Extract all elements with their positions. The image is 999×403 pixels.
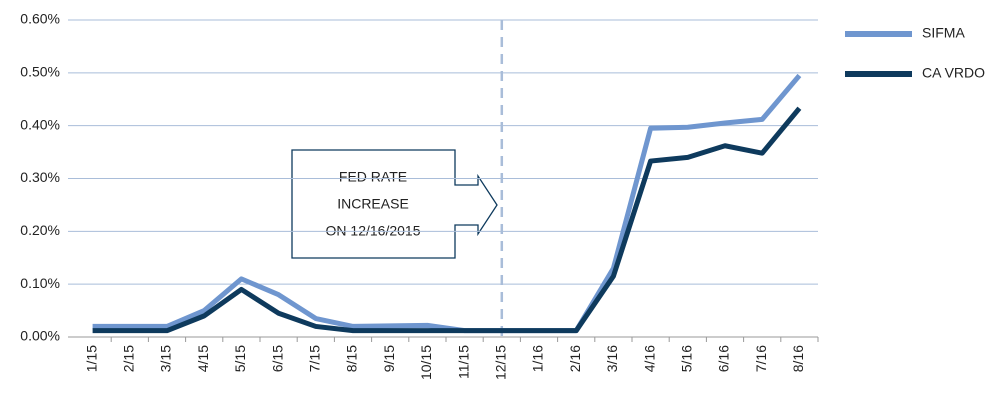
legend-label: SIFMA <box>922 25 965 41</box>
x-tick-label: 10/15 <box>418 345 434 380</box>
x-tick-label: 3/16 <box>604 345 620 372</box>
x-tick-label: 6/15 <box>269 345 285 372</box>
x-tick-label: 4/15 <box>195 345 211 372</box>
annotation-text: FED RATE <box>339 169 407 185</box>
x-tick-label: 7/16 <box>753 345 769 372</box>
y-tick-label: 0.10% <box>20 275 60 291</box>
x-tick-label: 12/15 <box>493 345 509 380</box>
annotation-text: INCREASE <box>337 196 409 212</box>
x-tick-label: 2/15 <box>121 345 137 372</box>
x-tick-label: 2/16 <box>567 345 583 372</box>
y-tick-label: 0.30% <box>20 169 60 185</box>
y-tick-label: 0.50% <box>20 64 60 80</box>
legend-label: CA VRDO <box>922 65 985 81</box>
x-tick-label: 6/16 <box>716 345 732 372</box>
y-tick-label: 0.60% <box>20 11 60 27</box>
series-line <box>92 106 802 334</box>
series-line <box>92 73 802 334</box>
x-tick-label: 11/15 <box>455 345 471 379</box>
x-tick-label: 5/15 <box>232 345 248 372</box>
y-tick-label: 0.40% <box>20 116 60 132</box>
x-tick-label: 4/16 <box>641 345 657 372</box>
x-tick-label: 1/15 <box>83 345 99 372</box>
x-tick-label: 8/16 <box>790 345 806 372</box>
x-tick-label: 9/15 <box>381 345 397 372</box>
x-tick-label: 3/15 <box>158 345 174 372</box>
x-tick-label: 7/15 <box>307 345 323 372</box>
x-tick-label: 8/15 <box>344 345 360 372</box>
y-tick-label: 0.00% <box>20 328 60 344</box>
y-tick-label: 0.20% <box>20 222 60 238</box>
x-tick-label: 1/16 <box>530 345 546 372</box>
x-tick-label: 5/16 <box>679 345 695 372</box>
annotation-text: ON 12/16/2015 <box>326 223 421 239</box>
